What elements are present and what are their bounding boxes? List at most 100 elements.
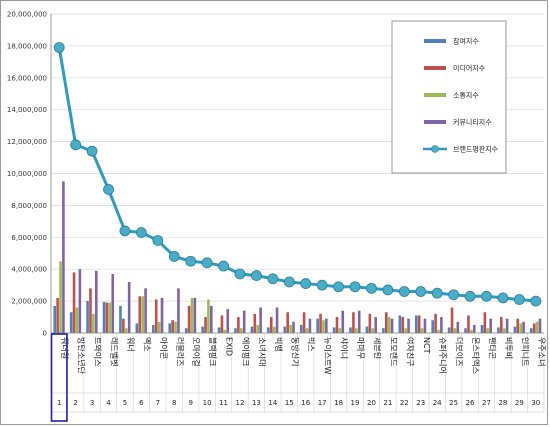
y-tick-label: 12,000,000 [7,138,47,146]
bar-소통지수 [174,321,177,333]
category-label: 방탄소년단 [77,337,87,374]
bar-커뮤니티지수 [242,310,246,333]
bar-참여지수 [365,326,369,333]
bar-소통지수 [437,329,440,333]
bar-참여지수 [201,326,204,333]
bar-미디어지수 [417,315,421,333]
bar-커뮤니티지수 [94,270,98,333]
point-브랜드평판지수 [497,292,509,304]
rank-label: 7 [156,399,160,407]
category-label: 에이핑크 [241,337,251,366]
bar-미디어지수 [434,313,437,333]
rank-label: 28 [498,399,507,407]
point-브랜드평판지수 [185,255,197,267]
bar-미디어지수 [516,318,520,333]
bar-소통지수 [305,328,309,333]
bar-커뮤니티지수 [325,318,328,333]
point-브랜드평판지수 [366,282,377,294]
bar-커뮤니티지수 [440,317,443,333]
bar-참여지수 [398,315,402,333]
rank-label: 22 [400,399,409,407]
bar-커뮤니티지수 [456,321,460,333]
bar-참여지수 [217,327,221,333]
rank-label: 17 [318,399,327,407]
bar-소통지수 [289,325,292,333]
bar-미디어지수 [105,302,109,333]
bar-소통지수 [355,328,358,333]
bar-미디어지수 [368,313,372,333]
bar-참여지수 [464,328,467,333]
bar-참여지수 [152,325,155,333]
bar-커뮤니티지수 [111,273,115,333]
bar-미디어지수 [483,312,487,333]
bar-소통지수 [157,321,161,333]
legend-swatch [424,66,446,70]
rank-label: 29 [515,399,524,407]
bar-커뮤니티지수 [259,307,262,333]
category-label: 샤이니 [340,337,350,359]
bar-커뮤니티지수 [357,310,361,333]
category-label: 아이콘 [159,337,169,359]
category-label: 러블리즈 [175,337,185,366]
category-label: 더보이즈 [455,337,465,366]
bar-미디어지수 [286,312,289,333]
bar-소통지수 [470,329,473,333]
point-브랜드평판지수 [201,257,213,269]
y-tick-label: 10,000,000 [7,170,47,178]
rank-label: 27 [482,399,491,407]
bar-미디어지수 [72,272,76,333]
rank-label: 2 [73,399,77,407]
bar-소통지수 [108,302,112,333]
bar-소통지수 [190,297,194,333]
rank-label: 13 [252,399,261,407]
category-label: 엑소 [142,337,152,352]
legend-label: 참여지수 [453,37,479,46]
bar-참여지수 [480,325,484,333]
category-label: 세븐틴 [372,337,382,359]
bar-소통지수 [453,328,457,333]
rank-label: 9 [188,399,192,407]
point-브랜드평판지수 [53,42,65,53]
point-브랜드평판지수 [86,145,98,157]
bar-미디어지수 [450,307,454,333]
category-label: 레드벨벳 [110,337,120,366]
bar-커뮤니티지수 [538,318,542,333]
bar-소통지수 [256,325,260,333]
point-브랜드평판지수 [431,287,443,299]
y-tick-label: 18,000,000 [7,42,47,50]
bar-미디어지수 [220,315,224,333]
category-label: 빅뱅 [274,337,284,352]
category-label: 오마이걸 [192,337,202,366]
rank-label: 25 [449,399,458,407]
bar-참여지수 [135,323,139,333]
bar-참여지수 [299,325,303,333]
line-layer [53,42,542,307]
bar-미디어지수 [171,320,174,333]
bar-커뮤니티지수 [127,281,131,333]
rank-label: 10 [203,399,212,407]
bar-미디어지수 [532,323,536,333]
bar-커뮤니티지수 [62,181,65,333]
rank-label: 23 [416,399,425,407]
bar-참여지수 [513,326,517,333]
bar-소통지수 [387,317,391,333]
y-tick-label: 0 [43,330,47,338]
point-브랜드평판지수 [398,286,410,297]
bar-소통지수 [486,328,490,333]
bar-소통지수 [502,328,506,333]
highlight-box [50,333,68,422]
legend-swatch [424,93,446,97]
bar-미디어지수 [204,317,207,333]
rank-label: 14 [268,399,277,407]
point-브랜드평판지수 [415,286,427,297]
bar-커뮤니티지수 [78,269,82,333]
bar-커뮤니티지수 [472,325,476,333]
rank-label: 15 [285,399,294,407]
bar-참여지수 [184,328,188,333]
category-label: 워너 [126,337,136,352]
point-브랜드평판지수 [316,279,328,291]
point-브랜드평판지수 [448,289,460,301]
legend-label: 브랜드평판지수 [453,145,499,154]
point-브랜드평판지수 [103,184,114,195]
rank-label: 1 [57,399,61,407]
